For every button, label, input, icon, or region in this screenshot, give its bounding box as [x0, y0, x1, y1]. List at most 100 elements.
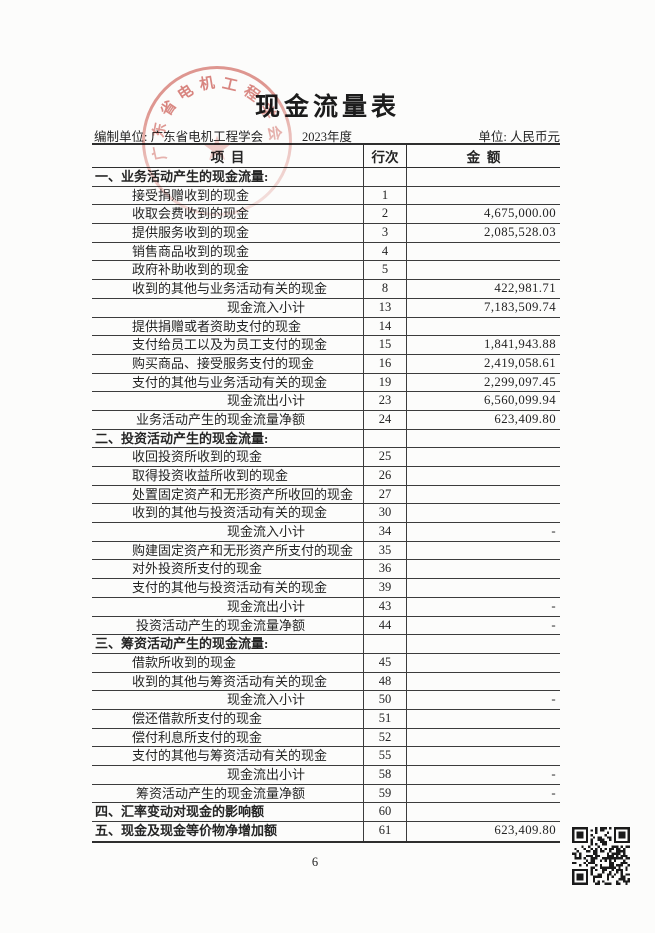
row-label: 收到的其他与投资活动有关的现金 — [132, 505, 328, 521]
table-row: 购建固定资产和无形资产所支付的现金 35 — [92, 541, 560, 561]
row-amount — [407, 654, 560, 672]
row-label: 支付的其他与投资活动有关的现金 — [132, 580, 328, 596]
row-line-no: 25 — [363, 448, 407, 467]
row-line-no: 26 — [363, 467, 407, 485]
table-row: 购买商品、接受服务支付的现金 16 2,419,058.61 — [92, 354, 560, 374]
table-row: 现金流出小计 23 6,560,099.94 — [92, 392, 560, 411]
cash-flow-table: 项 目 行次 金 额 一、业务活动产生的现金流量: 接受捐赠收到的现金 1 收取… — [92, 143, 560, 843]
table-row: 现金流入小计 34 - — [92, 523, 560, 542]
table-row: 政府补助收到的现金 5 — [92, 261, 560, 281]
row-label: 购买商品、接受服务支付的现金 — [132, 355, 315, 371]
row-label: 接受捐赠收到的现金 — [132, 187, 250, 203]
table-row: 筹资活动产生的现金流量净额 59 - — [92, 784, 560, 804]
row-label: 现金流入小计 — [226, 299, 305, 315]
row-line-no: 51 — [363, 709, 407, 728]
row-line-no: 39 — [363, 579, 407, 597]
row-label: 借款所收到的现金 — [132, 654, 237, 670]
row-amount — [407, 467, 560, 485]
table-row: 业务活动产生的现金流量净额 24 623,409.80 — [92, 410, 560, 430]
page-title: 现金流量表 — [254, 93, 400, 121]
row-amount — [407, 168, 560, 186]
row-amount: - — [551, 617, 556, 632]
table-row: 三、筹资活动产生的现金流量: — [92, 635, 560, 654]
table-row: 销售商品收到的现金 4 — [92, 242, 560, 262]
table-row: 取得投资收益所收到的现金 26 — [92, 467, 560, 486]
row-label: 现金流入小计 — [226, 692, 305, 708]
row-line-no: 1 — [363, 186, 407, 205]
row-label: 现金流入小计 — [226, 524, 305, 540]
row-line-no: 3 — [363, 224, 407, 242]
row-line-no: 59 — [363, 784, 407, 803]
row-label: 政府补助收到的现金 — [132, 262, 250, 278]
row-line-no: 14 — [363, 317, 407, 336]
table-row: 支付的其他与投资活动有关的现金 39 — [92, 579, 560, 598]
row-label: 筹资活动产生的现金流量净额 — [135, 785, 305, 801]
row-label: 四、汇率变动对现金的影响额 — [95, 804, 265, 820]
row-label: 支付的其他与筹资活动有关的现金 — [132, 748, 328, 764]
table-row: 现金流入小计 50 - — [92, 691, 560, 710]
row-amount: 2,419,058.61 — [484, 355, 556, 370]
row-label: 二、投资活动产生的现金流量: — [95, 430, 269, 446]
qr-code — [572, 827, 630, 885]
row-label: 收到的其他与业务活动有关的现金 — [132, 281, 328, 297]
row-line-no: 16 — [363, 354, 407, 373]
row-line-no: 13 — [363, 298, 407, 317]
row-line-no: 15 — [363, 336, 407, 354]
row-label: 投资活动产生的现金流量净额 — [135, 617, 305, 633]
row-line-no: 36 — [363, 560, 407, 579]
row-label: 提供捐赠或者资助支付的现金 — [132, 318, 302, 334]
row-amount — [407, 504, 560, 522]
row-line-no: 60 — [363, 803, 407, 822]
table-row: 二、投资活动产生的现金流量: — [92, 429, 560, 449]
row-line-no: 48 — [363, 672, 407, 691]
row-line-no: 19 — [363, 373, 407, 392]
row-amount: 623,409.80 — [494, 823, 556, 838]
row-label: 现金流出小计 — [226, 393, 305, 409]
header-amount-column: 金 额 — [466, 150, 501, 165]
row-label: 业务活动产生的现金流量净额 — [135, 411, 305, 427]
row-line-no: 52 — [363, 728, 407, 747]
table-row: 收到的其他与投资活动有关的现金 30 — [92, 504, 560, 524]
row-label: 处置固定资产和无形资产所收回的现金 — [132, 486, 354, 502]
table-row: 收回投资所收到的现金 25 — [92, 448, 560, 467]
row-amount: 422,981.71 — [494, 281, 556, 296]
row-line-no: 4 — [363, 242, 407, 261]
table-row: 现金流入小计 13 7,183,509.74 — [92, 298, 560, 318]
row-label: 五、现金及现金等价物净增加额 — [95, 823, 278, 839]
row-amount — [407, 261, 560, 279]
row-line-no: 35 — [363, 541, 407, 560]
prepared-by-label: 编制单位: 广东省电机工程学会 — [94, 130, 264, 144]
row-amount — [407, 318, 560, 336]
table-row: 支付的其他与筹资活动有关的现金 55 — [92, 747, 560, 766]
row-line-no: 23 — [363, 392, 407, 411]
row-amount — [407, 243, 560, 261]
table-row: 收取会费收到的现金 2 4,675,000.00 — [92, 205, 560, 225]
row-label: 三、筹资活动产生的现金流量: — [95, 636, 269, 652]
row-label: 收到的其他与筹资活动有关的现金 — [132, 673, 328, 689]
row-amount — [407, 579, 560, 597]
row-amount: 6,560,099.94 — [484, 393, 556, 408]
row-label: 一、业务活动产生的现金流量: — [95, 169, 269, 184]
header-item-column: 项 目 — [210, 150, 245, 165]
row-amount: - — [551, 767, 556, 781]
row-line-no: 24 — [363, 410, 407, 429]
table-body: 一、业务活动产生的现金流量: 接受捐赠收到的现金 1 收取会费收到的现金 2 4… — [92, 168, 560, 841]
table-row: 一、业务活动产生的现金流量: — [92, 168, 560, 187]
row-amount: - — [551, 692, 556, 707]
row-label: 偿还借款所支付的现金 — [132, 710, 263, 726]
row-line-no — [363, 429, 407, 448]
table-row: 收到的其他与筹资活动有关的现金 48 — [92, 672, 560, 692]
row-amount: 2,085,528.03 — [484, 225, 556, 240]
row-line-no: 50 — [363, 691, 407, 710]
row-line-no: 30 — [363, 504, 407, 523]
row-amount: 4,675,000.00 — [484, 206, 556, 221]
row-line-no: 5 — [363, 261, 407, 280]
table-row: 提供捐赠或者资助支付的现金 14 — [92, 317, 560, 337]
row-line-no — [363, 168, 407, 186]
row-amount — [407, 747, 560, 765]
row-label: 取得投资收益所收到的现金 — [132, 468, 289, 483]
row-amount — [407, 560, 560, 578]
row-label: 收取会费收到的现金 — [132, 206, 250, 222]
row-line-no: 61 — [363, 822, 407, 841]
